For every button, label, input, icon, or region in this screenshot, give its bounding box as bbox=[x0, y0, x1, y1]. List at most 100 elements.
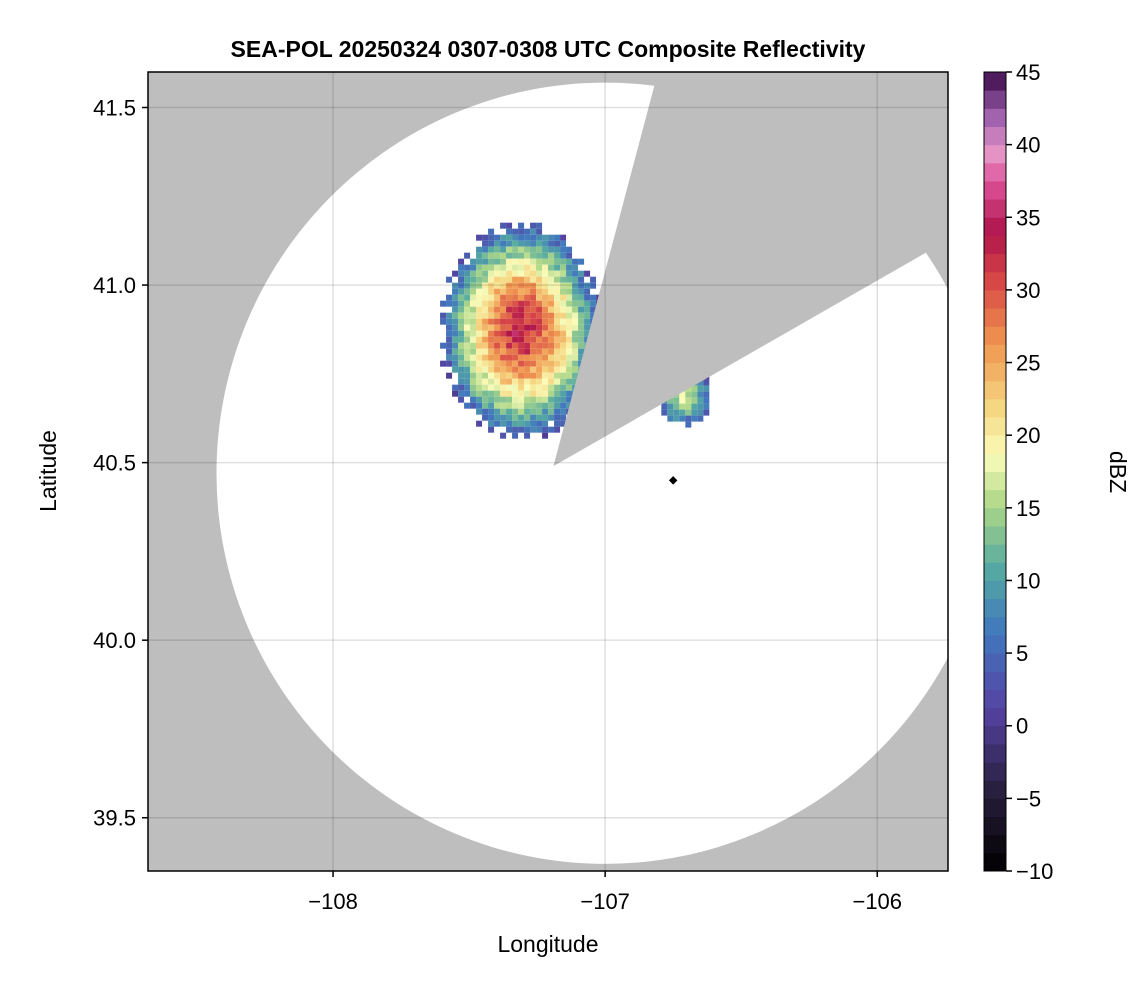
echo-cell bbox=[524, 378, 531, 385]
echo-cell bbox=[530, 336, 537, 343]
echo-cell bbox=[488, 306, 495, 313]
echo-cell bbox=[476, 288, 483, 295]
colorbar-swatch bbox=[984, 199, 1006, 218]
echo-cell bbox=[488, 330, 495, 337]
echo-cell bbox=[500, 240, 507, 247]
chart-title: SEA-POL 20250324 0307-0308 UTC Composite… bbox=[231, 36, 866, 62]
echo-cell bbox=[518, 228, 525, 235]
echo-cell bbox=[512, 300, 519, 307]
echo-cell bbox=[530, 324, 537, 331]
colorbar-swatch bbox=[984, 344, 1006, 364]
echo-cell bbox=[536, 252, 543, 259]
echo-cell bbox=[506, 318, 513, 325]
colorbar-tick-label: 25 bbox=[1016, 351, 1040, 376]
echo-cell bbox=[530, 378, 537, 385]
echo-cell bbox=[548, 324, 555, 331]
echo-cell bbox=[584, 306, 591, 313]
echo-cell bbox=[518, 342, 525, 349]
echo-cell bbox=[536, 300, 543, 307]
echo-cell bbox=[530, 288, 537, 295]
echo-cell bbox=[488, 390, 495, 397]
echo-cell bbox=[518, 288, 525, 295]
echo-cell bbox=[590, 306, 597, 313]
echo-cell bbox=[500, 282, 507, 289]
echo-cell bbox=[548, 306, 555, 313]
echo-cell bbox=[500, 312, 507, 319]
echo-cell bbox=[572, 348, 579, 355]
colorbar-tick-label: 20 bbox=[1016, 423, 1040, 448]
echo-cell bbox=[524, 252, 531, 259]
echo-cell bbox=[548, 264, 555, 271]
echo-cell bbox=[518, 252, 525, 259]
echo-cell bbox=[506, 276, 513, 283]
echo-cell bbox=[536, 414, 543, 421]
echo-cell bbox=[512, 252, 519, 259]
echo-cell bbox=[578, 288, 585, 295]
echo-cell bbox=[446, 360, 453, 367]
echo-cell bbox=[524, 312, 531, 319]
echo-cell bbox=[673, 415, 680, 422]
echo-cell bbox=[512, 282, 519, 289]
echo-cell bbox=[506, 300, 513, 307]
echo-cell bbox=[506, 414, 513, 421]
colorbar-swatch bbox=[984, 834, 1006, 854]
echo-cell bbox=[476, 372, 483, 379]
echo-cell bbox=[488, 312, 495, 319]
echo-cell bbox=[530, 234, 537, 241]
echo-cell bbox=[506, 228, 513, 235]
echo-cell bbox=[518, 378, 525, 385]
echo-cell bbox=[440, 312, 447, 319]
echo-cell bbox=[464, 276, 471, 283]
echo-cell bbox=[578, 324, 585, 331]
echo-cell bbox=[500, 414, 507, 421]
echo-cell bbox=[530, 264, 537, 271]
echo-cell bbox=[542, 276, 549, 283]
echo-cell bbox=[470, 258, 477, 265]
echo-cell bbox=[548, 288, 555, 295]
echo-cell bbox=[560, 378, 567, 385]
plot-area bbox=[148, 72, 948, 871]
echo-cell bbox=[506, 402, 513, 409]
echo-cell bbox=[518, 258, 525, 265]
echo-cell bbox=[691, 391, 698, 398]
echo-cell bbox=[494, 402, 501, 409]
colorbar-swatch bbox=[984, 162, 1006, 182]
echo-cell bbox=[536, 402, 543, 409]
echo-cell bbox=[524, 282, 531, 289]
x-tick-label: −107 bbox=[580, 889, 630, 914]
echo-cell bbox=[518, 282, 525, 289]
echo-cell bbox=[578, 270, 585, 277]
echo-cell bbox=[542, 402, 549, 409]
echo-cell bbox=[476, 246, 483, 253]
echo-cell bbox=[470, 264, 477, 271]
echo-cell bbox=[494, 306, 501, 313]
echo-cell bbox=[518, 348, 525, 355]
echo-cell bbox=[548, 342, 555, 349]
colorbar-swatch bbox=[984, 362, 1006, 382]
echo-cell bbox=[482, 318, 489, 325]
echo-cell bbox=[446, 324, 453, 331]
echo-cell bbox=[458, 258, 465, 265]
echo-cell bbox=[452, 270, 459, 277]
echo-cell bbox=[566, 312, 573, 319]
echo-cell bbox=[458, 396, 465, 403]
echo-cell bbox=[530, 300, 537, 307]
echo-cell bbox=[494, 378, 501, 385]
echo-cell bbox=[482, 348, 489, 355]
echo-cell bbox=[578, 306, 585, 313]
echo-cell bbox=[572, 354, 579, 361]
echo-cell bbox=[673, 397, 680, 404]
echo-cell bbox=[530, 414, 537, 421]
echo-cell bbox=[590, 312, 597, 319]
echo-cell bbox=[560, 414, 567, 421]
echo-cell bbox=[452, 306, 459, 313]
echo-cell bbox=[536, 348, 543, 355]
echo-cell bbox=[452, 282, 459, 289]
echo-cell bbox=[530, 252, 537, 259]
echo-cell bbox=[476, 342, 483, 349]
echo-cell bbox=[524, 276, 531, 283]
echo-cell bbox=[458, 294, 465, 301]
y-tick-label: 41.0 bbox=[93, 273, 136, 298]
colorbar-tick-label: 15 bbox=[1016, 496, 1040, 521]
echo-cell bbox=[464, 366, 471, 373]
